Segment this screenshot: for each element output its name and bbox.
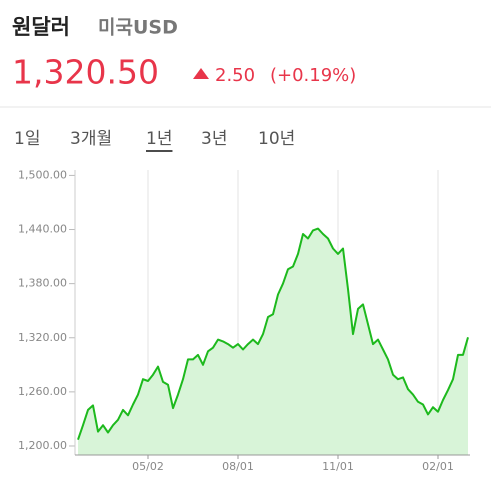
- title: 원달러: [12, 15, 70, 39]
- up-arrow: [193, 68, 209, 79]
- y-tick-label: 1,500.00: [18, 168, 67, 181]
- change-percent: (+0.19%): [270, 65, 356, 86]
- change: 2.50: [215, 65, 255, 86]
- x-tick-label: 11/01: [322, 460, 354, 473]
- tab[interactable]: 10년: [258, 129, 295, 149]
- tabs: 1일 3개월 1년 3년 10년: [14, 129, 295, 152]
- x-tick-label: 08/01: [222, 460, 254, 473]
- tab[interactable]: 3년: [201, 129, 227, 149]
- subtitle: 미국USD: [98, 17, 178, 39]
- y-tick-label: 1,200.00: [18, 439, 67, 452]
- y-tick-label: 1,380.00: [18, 277, 67, 290]
- tab[interactable]: 1일: [14, 129, 40, 149]
- x-tick-label: 02/01: [422, 460, 454, 473]
- area: [78, 228, 468, 455]
- y-tick-label: 1,440.00: [18, 223, 67, 236]
- y-tick-label: 1,320.00: [18, 331, 67, 344]
- tab[interactable]: 1년: [146, 129, 172, 149]
- tab[interactable]: 3개월: [70, 129, 112, 149]
- x-tick-label: 05/02: [132, 460, 164, 473]
- y-tick-label: 1,260.00: [18, 385, 67, 398]
- line: [77, 227, 469, 441]
- price: 1,320.50: [12, 53, 159, 92]
- plot: 05/02 08/01 11/01 02/01 1,200.00 1,260.00 1,32…: [18, 168, 470, 473]
